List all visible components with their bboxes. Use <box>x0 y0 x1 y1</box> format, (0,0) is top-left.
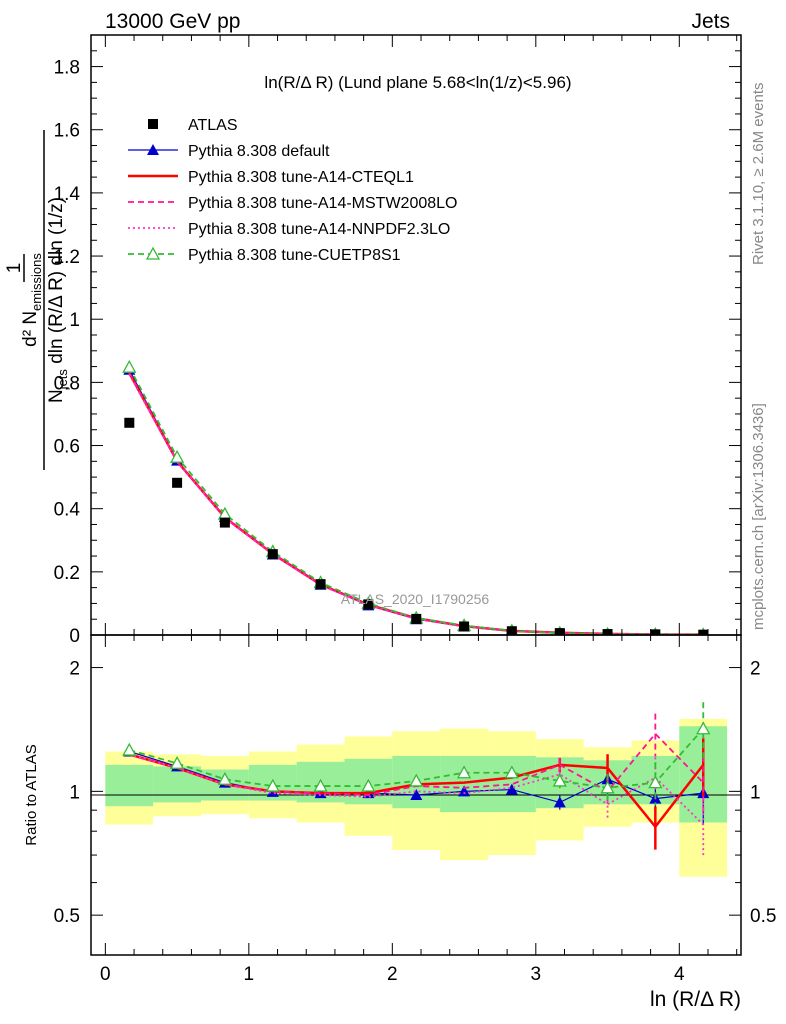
atlas-point <box>172 477 183 488</box>
ratio-point-5 <box>504 765 519 779</box>
legend-label-2: Pythia 8.308 tune-A14-CTEQL1 <box>188 169 414 186</box>
ratio-point-5 <box>600 780 615 794</box>
svg-text:1: 1 <box>4 263 25 274</box>
x-tick-label: 0 <box>100 964 111 985</box>
y-tick-label: 0.4 <box>54 500 81 521</box>
legend-label-5: Pythia 8.308 tune-CUETP8S1 <box>188 247 401 264</box>
ratio-y-tick-label: 1 <box>69 782 80 803</box>
atlas-point <box>124 417 135 428</box>
rivet-label: Rivet 3.1.10, ≥ 2.6M events <box>750 83 767 266</box>
ratio-point-5 <box>122 742 137 756</box>
ratio-point-5 <box>265 778 280 792</box>
atlas-point <box>315 579 326 590</box>
legend-marker-1 <box>147 144 159 155</box>
y-tick-label: 1.6 <box>54 121 80 142</box>
ratio-point-1 <box>458 785 471 797</box>
mcplots-label: mcplots.cern.ch [arXiv:1306.3436] <box>750 403 767 630</box>
y-tick-label: 0.2 <box>54 563 80 584</box>
atlas-point <box>650 629 661 635</box>
x-tick-label: 2 <box>387 964 398 985</box>
ratio-y-tick-label-right: 0.5 <box>750 906 776 927</box>
series-point-5 <box>169 449 185 463</box>
ratio-point-5 <box>552 773 567 787</box>
atlas-point <box>267 549 278 560</box>
ratio-point-5 <box>456 765 472 779</box>
ratio-y-tick-label: 0.5 <box>54 906 80 927</box>
ratio-point-5 <box>313 778 328 792</box>
legend-marker-0 <box>148 119 158 129</box>
legend-label-3: Pythia 8.308 tune-A14-MSTW2008LO <box>188 195 457 212</box>
ratio-point-1 <box>505 783 518 795</box>
legend-label-4: Pythia 8.308 tune-A14-NNPDF2.3LO <box>188 221 450 238</box>
atlas-point <box>411 613 422 624</box>
y-tick-label: 1 <box>69 310 80 331</box>
header-right: Jets <box>691 10 730 33</box>
atlas-point <box>219 517 230 528</box>
x-tick-label: 1 <box>244 964 255 985</box>
ratio-point-1 <box>410 788 423 800</box>
ratio-point-1 <box>553 796 566 808</box>
atlas-point <box>363 599 374 610</box>
y-tick-label: 0.8 <box>54 373 80 394</box>
legend: ATLAS Pythia 8.308 default Pythia 8.308 tu… <box>128 117 457 264</box>
y-tick-label: 1.8 <box>54 58 80 79</box>
y-tick-label: 0.6 <box>54 437 80 458</box>
ratio-y-tick-label: 2 <box>69 659 80 680</box>
ratio-panel: 0 1 2 3 4 0.5 0.5 1 1 2 2 <box>54 634 776 985</box>
band-green-bin <box>105 764 154 807</box>
atlas-point <box>506 626 517 635</box>
watermark: ATLAS_2020_I1790256 <box>341 591 490 607</box>
ratio-point-5 <box>648 775 663 789</box>
x-axis-label: ln (R/Δ R) <box>650 988 741 1011</box>
atlas-point <box>459 621 470 632</box>
ratio-y-label: Ratio to ATLAS <box>23 744 40 845</box>
ratio-point-5 <box>696 721 711 735</box>
y-tick-label: 0 <box>69 626 80 647</box>
legend-label-1: Pythia 8.308 default <box>188 143 330 160</box>
atlas-point <box>698 629 709 635</box>
y-tick-label: 1.2 <box>54 247 80 268</box>
series-point-5 <box>122 359 137 373</box>
ratio-point-5 <box>217 771 232 785</box>
ratio-panel-frame <box>90 634 742 956</box>
chart-title: ln(R/Δ R) (Lund plane 5.68<ln(1/z)<5.96) <box>264 73 571 92</box>
svg-text:Njets dln (R/Δ R) dln (1/z): Njets dln (R/Δ R) dln (1/z) <box>46 197 70 403</box>
ratio-point-5 <box>409 773 424 787</box>
ratio-point-5 <box>361 778 376 792</box>
x-tick-label: 3 <box>531 964 542 985</box>
legend-label-0: ATLAS <box>188 117 238 134</box>
ratio-y-tick-label-right: 1 <box>750 782 761 803</box>
y-axis-label: d² Nemissions Njets dln (R/Δ R) dln (1/z… <box>20 130 70 470</box>
ratio-y-tick-label-right: 2 <box>750 659 761 680</box>
y-axis-prefactor: 1 <box>4 254 25 282</box>
atlas-point <box>554 628 565 635</box>
atlas-point <box>602 629 613 635</box>
y-tick-label: 1.4 <box>54 184 81 205</box>
header-left: 13000 GeV pp <box>105 10 240 33</box>
legend-marker-5 <box>145 246 161 260</box>
x-tick-label: 4 <box>674 964 685 985</box>
ratio-point-5 <box>169 755 185 769</box>
